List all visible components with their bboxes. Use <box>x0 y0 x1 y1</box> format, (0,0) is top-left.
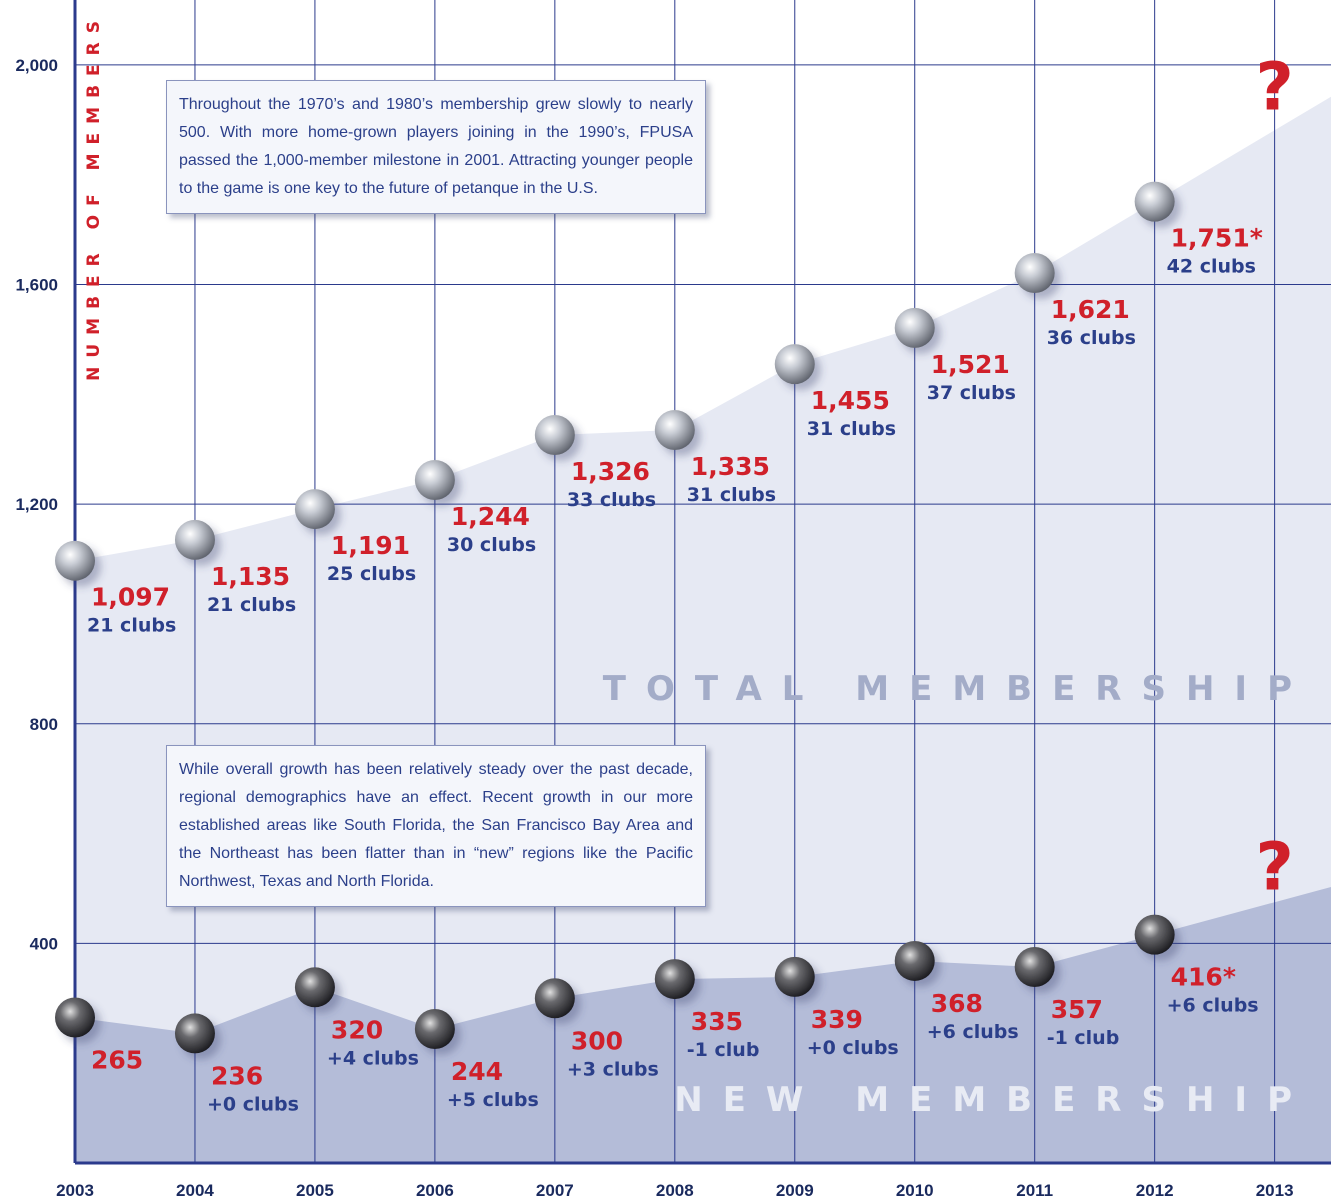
annotation: Throughout the 1970’s and 1980’s members… <box>166 80 706 214</box>
projection-label: ? <box>1255 829 1293 906</box>
x-tick-label: 2013 <box>1256 1181 1294 1200</box>
y-tick-label: 400 <box>30 934 58 953</box>
point <box>655 410 695 450</box>
point <box>895 308 935 348</box>
club-label: 33 clubs <box>567 489 656 511</box>
data-label: 1,621 <box>1051 295 1130 324</box>
point <box>175 1013 215 1053</box>
club-label: 31 clubs <box>807 418 896 440</box>
annotation: While overall growth has been relatively… <box>166 745 706 907</box>
point <box>1135 915 1175 955</box>
data-label: 1,326 <box>571 457 650 486</box>
data-label: 244 <box>451 1057 503 1086</box>
data-label: 339 <box>811 1005 863 1034</box>
data-label: 265 <box>91 1046 143 1075</box>
data-label: 320 <box>331 1015 383 1044</box>
data-label: 416* <box>1171 963 1236 992</box>
area-projection <box>1155 887 1331 1163</box>
y-tick-label: 1,600 <box>15 276 58 295</box>
point <box>775 344 815 384</box>
club-label: 30 clubs <box>447 534 536 556</box>
point <box>1015 947 1055 987</box>
series-name: NEW MEMBERSHIP <box>674 1080 1312 1120</box>
chart: 400 800 1,200 1,600 2,000 2003 2004 2005 2006 200… <box>0 0 1331 1201</box>
point <box>535 978 575 1018</box>
data-label: 1,335 <box>691 452 770 481</box>
x-tick-label: 2012 <box>1136 1181 1174 1200</box>
club-label: +5 clubs <box>447 1089 539 1111</box>
y-tick-label: 1,200 <box>15 495 58 514</box>
club-label: 31 clubs <box>687 484 776 506</box>
point <box>175 520 215 560</box>
data-label: 236 <box>211 1061 263 1090</box>
club-label: +6 clubs <box>927 1021 1019 1043</box>
x-tick-label: 2009 <box>776 1181 814 1200</box>
point <box>415 460 455 500</box>
club-label: -1 club <box>1047 1027 1120 1049</box>
data-label: 1,191 <box>331 531 410 560</box>
projection-label: ? <box>1255 49 1293 126</box>
point <box>535 415 575 455</box>
data-label: 300 <box>571 1026 623 1055</box>
club-label: +6 clubs <box>1167 995 1259 1017</box>
point <box>1015 253 1055 293</box>
point <box>895 941 935 981</box>
y-tick-label: 2,000 <box>15 56 58 75</box>
data-label: 357 <box>1051 995 1103 1024</box>
club-label: +0 clubs <box>807 1037 899 1059</box>
club-label: 42 clubs <box>1167 256 1256 278</box>
point <box>295 967 335 1007</box>
x-tick-label: 2006 <box>416 1181 454 1200</box>
x-tick-label: 2011 <box>1016 1181 1053 1200</box>
data-label: 1,244 <box>451 502 530 531</box>
club-label: 21 clubs <box>87 615 176 637</box>
data-label: 1,521 <box>931 350 1010 379</box>
x-tick-label: 2004 <box>176 1181 214 1200</box>
x-tick-label: 2007 <box>536 1181 574 1200</box>
data-label: 368 <box>931 989 983 1018</box>
x-tick-label: 2008 <box>656 1181 694 1200</box>
club-label: 36 clubs <box>1047 327 1136 349</box>
point <box>1135 182 1175 222</box>
club-label: 25 clubs <box>327 563 416 585</box>
data-label: 1,135 <box>211 562 290 591</box>
point <box>655 959 695 999</box>
data-label: 1,455 <box>811 386 890 415</box>
point <box>55 998 95 1038</box>
data-label: 1,751* <box>1171 224 1263 253</box>
x-tick-label: 2005 <box>296 1181 334 1200</box>
data-label: 335 <box>691 1007 743 1036</box>
x-tick-label: 2010 <box>896 1181 934 1200</box>
y-axis-title: NUMBER OF MEMBERS <box>84 12 104 381</box>
club-label: +4 clubs <box>327 1047 419 1069</box>
point <box>295 489 335 529</box>
point <box>415 1009 455 1049</box>
point <box>775 957 815 997</box>
club-label: +3 clubs <box>567 1058 659 1080</box>
club-label: -1 club <box>687 1039 760 1061</box>
data-label: 1,097 <box>91 583 170 612</box>
club-label: 37 clubs <box>927 382 1016 404</box>
y-tick-label: 800 <box>30 715 58 734</box>
club-label: +0 clubs <box>207 1093 299 1115</box>
series-name: TOTAL MEMBERSHIP <box>603 669 1312 709</box>
point <box>55 541 95 581</box>
club-label: 21 clubs <box>207 594 296 616</box>
x-tick-label: 2003 <box>56 1181 94 1200</box>
